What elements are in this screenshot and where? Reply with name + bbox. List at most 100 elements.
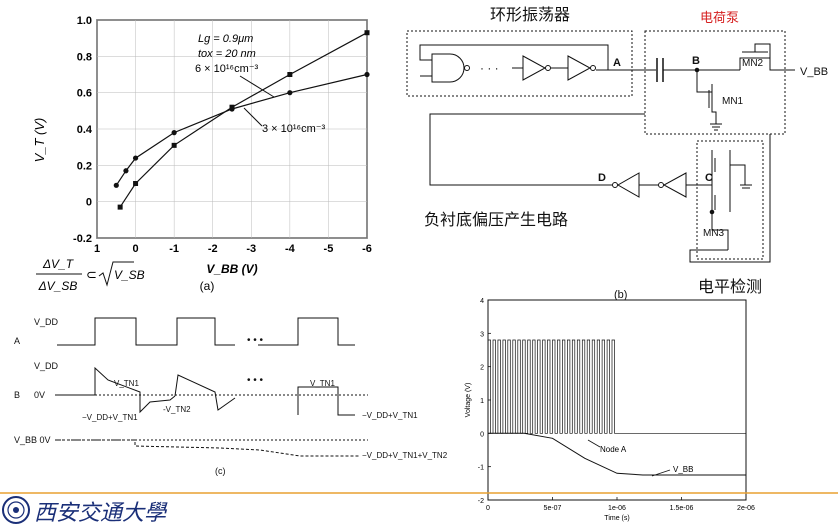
chart-a-y-tick: 0.4 — [77, 124, 93, 136]
wave-dots-b: • • • — [247, 375, 264, 386]
level-detect-title: 电平检测 — [698, 277, 762, 296]
wave-dots-a: • • • — [247, 335, 264, 346]
sim-node-a-trace — [487, 339, 746, 434]
chart-a-series-line — [115, 73, 368, 186]
wave-ann-left: −V_DD+V_TN1 — [82, 413, 138, 422]
nand-bubble — [464, 65, 470, 71]
formula-sqrt-arg: V_SB — [114, 268, 145, 282]
inverter-1-bubble — [545, 65, 551, 71]
chart-a-tick-labels: 1 0 -1 -2 -3 -4 -5 -6 1.0 0.8 0.6 0.4 0.2 0 -0.2 — [73, 15, 372, 255]
chart-a-point-square — [117, 204, 123, 210]
chart-a-point-circle — [287, 90, 293, 96]
feedback-wire — [419, 44, 609, 70]
wave-b-segment-2 — [174, 374, 236, 411]
chart-a-point-circle — [132, 155, 139, 161]
wave-caption: (c) — [215, 466, 226, 476]
sim-x-tick: 2e-06 — [737, 505, 755, 512]
wave-a-tail — [258, 317, 355, 346]
chart-a-x-tick: -2 — [208, 243, 218, 255]
chart-a-point-circle — [364, 71, 370, 78]
sim-chart: 0 5e-07 1e-06 1.5e-06 2e-06 4 3 2 1 0 -1 -2 Voltage… — [465, 277, 762, 522]
chart-a-y-tick: 0 — [86, 197, 92, 209]
label-3e16: 3 × 10¹⁶cm⁻³ — [262, 123, 326, 135]
label-6e16: 6 × 10¹⁶cm⁻³ — [195, 63, 259, 75]
sim-frame — [487, 299, 747, 501]
mn3-label: MN3 — [703, 228, 725, 239]
chart-a-y-tick: 1.0 — [77, 15, 92, 27]
chart-a-point-square — [171, 142, 177, 148]
chart-a-xlabel: V_BB (V) — [206, 262, 257, 276]
bottom-loop-wire — [429, 113, 645, 186]
chart-a-x-tick: 1 — [94, 243, 100, 255]
sim-traces — [487, 339, 746, 476]
sqrt-sign — [98, 261, 134, 287]
chart-a-point-square — [133, 181, 139, 186]
chart-a-point-circle — [171, 130, 177, 136]
formula-numerator: ΔV_T — [42, 257, 75, 271]
chart-a-y-tick: 0.2 — [77, 160, 92, 172]
sim-x-tick: 1.5e-06 — [670, 505, 694, 512]
chart-a-x-tick: -5 — [324, 243, 334, 255]
formula-denominator: ΔV_SB — [38, 279, 78, 293]
wave-vdd-label-a: V_DD — [34, 317, 59, 327]
wave-vbb-trace — [57, 439, 360, 457]
university-name: 西安交通大學 — [34, 500, 168, 525]
sim-x-tick: 1e-06 — [608, 505, 626, 512]
wave-ann-bottom: −V_DD+V_TN1+V_TN2 — [362, 451, 448, 460]
circuit-b: 环形振荡器 电荷泵 · · · A B MN1 — [406, 5, 828, 301]
detect-node-dot — [709, 209, 715, 215]
sim-vbb-trace — [488, 432, 746, 476]
pointer-6e16 — [239, 75, 275, 98]
chart-a-grid — [96, 19, 368, 239]
nand-gate — [431, 53, 465, 83]
inverter-3-bubble — [612, 182, 618, 188]
chart-a-point-circle — [113, 182, 119, 188]
sim-xlabel: Time (s) — [604, 515, 629, 522]
sim-pointer-vbb — [651, 469, 671, 477]
sim-x-tick: 5e-07 — [544, 505, 562, 512]
wave-row-a-label: A — [14, 336, 20, 346]
sim-y-tick: 3 — [480, 331, 484, 338]
sim-y-tick: 2 — [480, 365, 484, 372]
mn2-label: MN2 — [742, 58, 764, 69]
vbb-label: V_BB — [800, 66, 828, 78]
sim-label-vbb: V_BB — [673, 465, 693, 474]
inverter-4-bubble — [658, 182, 664, 188]
sim-label-node-a: Node A — [600, 445, 627, 454]
node-b-label: B — [692, 55, 700, 67]
sim-pointer-node-a — [587, 439, 601, 448]
inverter-3 — [616, 172, 640, 198]
chart-a-point-circle — [229, 106, 235, 112]
node-d-label: D — [598, 172, 606, 184]
waveforms-c: V_DD A • • • V_DD B 0V • • • V_TN1 V_TN1… — [14, 317, 448, 476]
chart-a-x-tick: 0 — [133, 243, 139, 255]
sim-ylabel: Voltage (V) — [465, 383, 472, 418]
wave-vbb-label: V_BB 0V — [14, 435, 51, 445]
chart-a: 1 0 -1 -2 -3 -4 -5 -6 1.0 0.8 0.6 0.4 0.2 0 -0.2 V_T (… — [32, 15, 372, 293]
chart-a-y-tick: 0.6 — [77, 88, 92, 100]
wave-b-tail — [297, 386, 355, 416]
level-detect-box — [696, 140, 764, 260]
detect-wire-2 — [730, 164, 746, 185]
formula: ΔV_T ΔV_SB ⊂ V_SB — [36, 257, 145, 293]
chart-a-x-tick: -1 — [169, 243, 179, 255]
sim-y-tick: 4 — [480, 298, 484, 305]
chart-a-markers — [113, 30, 370, 210]
chart-a-point-square — [364, 30, 370, 36]
wave-b-segment-1 — [57, 366, 176, 414]
charge-pump-box — [644, 30, 786, 135]
wave-row-b-label: B — [14, 390, 20, 400]
wave-vtn2-label: -V_TN2 — [163, 405, 191, 414]
chart-a-y-tick: 0.8 — [77, 51, 92, 63]
sim-x-tick: 0 — [486, 505, 490, 512]
wave-vtn1-label: V_TN1 — [114, 379, 139, 388]
oscillator-box — [406, 30, 633, 97]
university-logo-icon — [2, 496, 30, 524]
title-ring-oscillator: 环形振荡器 — [490, 5, 570, 24]
chart-a-x-tick: -4 — [285, 243, 296, 255]
inverter-1 — [522, 55, 547, 81]
chart-a-point-square — [287, 72, 293, 77]
wave-ann-right: −V_DD+V_TN1 — [362, 411, 418, 420]
sim-y-tick: 0 — [480, 431, 484, 438]
inverter-2 — [567, 55, 592, 81]
